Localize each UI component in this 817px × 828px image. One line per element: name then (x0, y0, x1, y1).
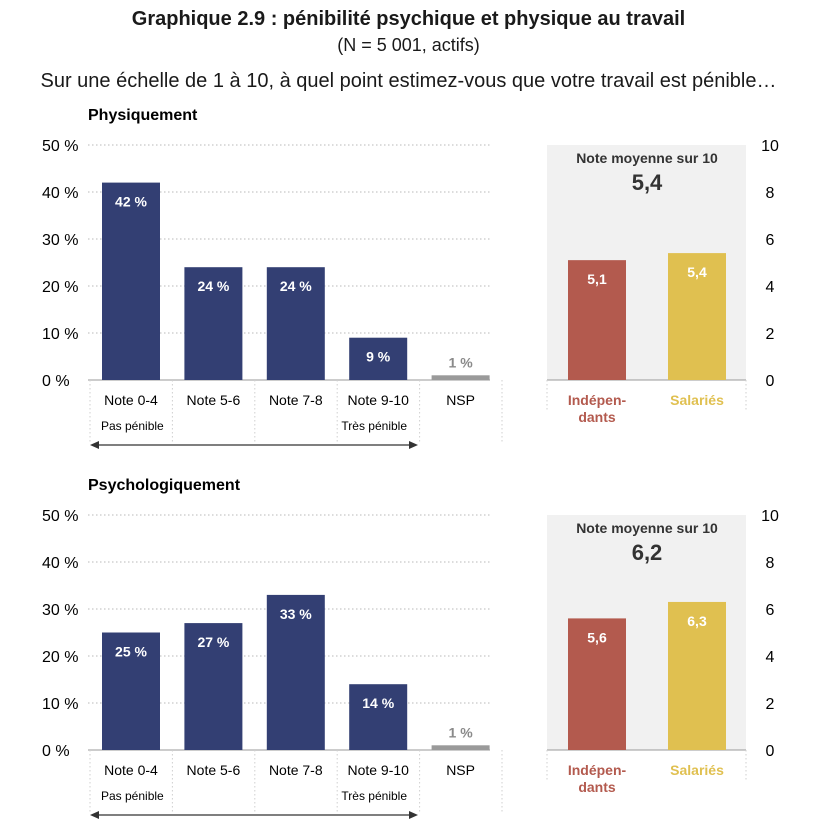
mean-bar (568, 260, 626, 380)
x-tick-label: NSP (446, 392, 475, 408)
scale-right-label: Très pénible (341, 419, 407, 433)
y-tick-label: 20 % (42, 649, 78, 666)
mean-panel-heading: Note moyenne sur 10 (576, 520, 718, 536)
mean-category-label: Salariés (670, 762, 724, 778)
mean-overall-value: 5,4 (632, 170, 663, 195)
scale-arrow-left-head (90, 441, 99, 449)
bar (349, 337, 408, 380)
y-tick-label: 0 % (42, 373, 70, 390)
mean-y-tick-label: 0 (766, 743, 775, 760)
y-tick-label: 20 % (42, 279, 78, 296)
mean-y-tick-label: 2 (766, 696, 775, 713)
bar (102, 182, 160, 380)
x-tick-label: Note 7-8 (269, 392, 323, 408)
data-label: 1 % (449, 354, 474, 370)
data-label: 24 % (197, 278, 229, 294)
y-tick-label: 10 % (42, 696, 78, 713)
data-label: 14 % (362, 695, 394, 711)
data-label: 25 % (115, 644, 147, 660)
y-tick-label: 10 % (42, 326, 78, 343)
y-tick-label: 40 % (42, 555, 78, 572)
x-tick-label: Note 5-6 (187, 762, 241, 778)
x-tick-label: Note 7-8 (269, 762, 323, 778)
mean-panel-heading: Note moyenne sur 10 (576, 150, 718, 166)
mean-y-tick-label: 6 (766, 602, 775, 619)
bar (266, 267, 325, 380)
data-label: 33 % (280, 606, 312, 622)
bar (184, 267, 243, 380)
bar (431, 745, 490, 750)
x-tick-label: Note 0-4 (104, 392, 158, 408)
data-label: 1 % (449, 724, 474, 740)
y-tick-label: 50 % (42, 138, 78, 155)
chart-subtitle: (N = 5 001, actifs) (337, 35, 480, 55)
y-tick-label: 0 % (42, 743, 70, 760)
scale-arrow-right-head (409, 441, 418, 449)
bar (266, 594, 325, 750)
chart-psychologiquement: Psychologiquement 0 % 10 % 20 % 30 % 40 % 50 %… (42, 477, 779, 819)
data-label: 27 % (197, 634, 229, 650)
mean-data-label: 5,4 (687, 264, 707, 280)
scale-left-label: Pas pénible (101, 419, 164, 433)
mean-category-label: Salariés (670, 392, 724, 408)
y-tick-label: 30 % (42, 602, 78, 619)
survey-question: Sur une échelle de 1 à 10, à quel point … (40, 70, 777, 92)
mean-y-tick-label: 4 (766, 279, 775, 296)
x-tick-label: NSP (446, 762, 475, 778)
mean-y-tick-label: 0 (766, 373, 775, 390)
x-tick-label: Note 0-4 (104, 762, 158, 778)
scale-left-label: Pas pénible (101, 789, 164, 803)
chart-title: Graphique 2.9 : pénibilité psychique et … (131, 8, 686, 30)
bar (102, 632, 160, 750)
y-tick-label: 40 % (42, 185, 78, 202)
mean-y-tick-label: 8 (766, 555, 775, 572)
panel-title: Physiquement (88, 107, 198, 124)
chart-physiquement: Physiquement 0 % 10 % 20 % 30 % 40 % 50 % 42 % N… (42, 107, 779, 449)
mean-overall-value: 6,2 (632, 540, 663, 565)
scale-arrow-right-head (409, 811, 418, 819)
scale-right-label: Très pénible (341, 789, 407, 803)
mean-y-tick-label: 2 (766, 326, 775, 343)
x-tick-label: Note 9-10 (347, 762, 409, 778)
y-tick-label: 30 % (42, 232, 78, 249)
panel-title: Psychologiquement (88, 477, 241, 494)
mean-data-label: 5,6 (587, 629, 607, 645)
scale-arrow-left-head (90, 811, 99, 819)
bar (349, 684, 408, 750)
mean-y-tick-label: 8 (766, 185, 775, 202)
mean-y-tick-label: 4 (766, 649, 775, 666)
x-tick-label: Note 5-6 (187, 392, 241, 408)
mean-y-tick-label: 10 (761, 138, 779, 155)
mean-bar (668, 601, 726, 750)
mean-y-tick-label: 10 (761, 508, 779, 525)
mean-category-label: Indépen-dants (568, 762, 627, 795)
mean-data-label: 5,1 (587, 271, 607, 287)
data-label: 42 % (115, 194, 147, 210)
y-tick-label: 50 % (42, 508, 78, 525)
mean-data-label: 6,3 (687, 613, 707, 629)
mean-bar (568, 618, 626, 750)
mean-category-label: Indépen-dants (568, 392, 627, 425)
mean-bar (668, 253, 726, 380)
data-label: 9 % (366, 349, 391, 365)
bar (431, 375, 490, 380)
bar (184, 623, 243, 750)
data-label: 24 % (280, 278, 312, 294)
mean-y-tick-label: 6 (766, 232, 775, 249)
x-tick-label: Note 9-10 (347, 392, 409, 408)
